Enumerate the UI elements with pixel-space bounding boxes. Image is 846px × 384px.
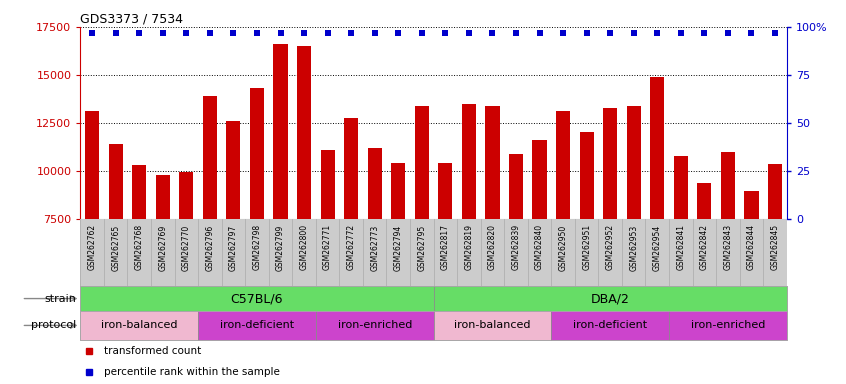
Bar (80, 286, 434, 311)
Bar (434, 286, 787, 311)
Text: GSM262820: GSM262820 (488, 224, 497, 270)
Text: GSM262843: GSM262843 (723, 224, 733, 270)
Bar (651, 77, 664, 363)
Text: iron-enriched: iron-enriched (338, 320, 412, 331)
Text: GSM262771: GSM262771 (323, 224, 332, 270)
Text: GSM262772: GSM262772 (347, 224, 355, 270)
Text: C57BL/6: C57BL/6 (231, 292, 283, 305)
Text: GSM262954: GSM262954 (653, 224, 662, 270)
Text: GSM262819: GSM262819 (464, 224, 474, 270)
Bar (580, 132, 594, 363)
Bar (673, 156, 688, 363)
Text: protocol: protocol (31, 320, 76, 331)
Bar (368, 148, 382, 363)
Text: GSM262768: GSM262768 (135, 224, 144, 270)
Text: iron-deficient: iron-deficient (573, 320, 647, 331)
Text: GSM262951: GSM262951 (582, 224, 591, 270)
Bar (198, 311, 316, 340)
Bar (344, 118, 358, 363)
Bar (509, 154, 523, 363)
Bar (316, 311, 434, 340)
Text: GSM262800: GSM262800 (299, 224, 309, 270)
Text: GSM262840: GSM262840 (535, 224, 544, 270)
Text: GSM262773: GSM262773 (371, 224, 379, 270)
Bar (627, 106, 640, 363)
Text: GSM262845: GSM262845 (771, 224, 779, 270)
Text: GSM262950: GSM262950 (558, 224, 568, 270)
Text: GSM262953: GSM262953 (629, 224, 638, 270)
Bar (132, 165, 146, 363)
Bar (438, 163, 453, 363)
Text: strain: strain (44, 293, 76, 304)
Bar (203, 96, 217, 363)
Bar (744, 191, 759, 363)
Bar (297, 46, 311, 363)
Text: GSM262769: GSM262769 (158, 224, 168, 270)
Bar (434, 311, 552, 340)
Text: GSM262841: GSM262841 (676, 224, 685, 270)
Text: GSM262844: GSM262844 (747, 224, 756, 270)
Bar (697, 184, 711, 363)
Text: GSM262765: GSM262765 (111, 224, 120, 270)
Text: GSM262770: GSM262770 (182, 224, 191, 270)
Text: GSM262842: GSM262842 (700, 224, 709, 270)
Bar (669, 311, 787, 340)
Bar (179, 172, 194, 363)
Bar (462, 104, 476, 363)
Text: GSM262839: GSM262839 (512, 224, 520, 270)
Bar (768, 164, 782, 363)
Bar (556, 111, 570, 363)
Bar (391, 163, 405, 363)
Bar (227, 121, 240, 363)
Bar (250, 88, 264, 363)
Text: DBA/2: DBA/2 (591, 292, 629, 305)
Text: GSM262799: GSM262799 (276, 224, 285, 270)
Text: GSM262817: GSM262817 (441, 224, 450, 270)
Text: GSM262798: GSM262798 (252, 224, 261, 270)
Text: GSM262952: GSM262952 (606, 224, 615, 270)
Bar (552, 311, 669, 340)
Bar (273, 44, 288, 363)
Bar (486, 106, 499, 363)
Bar (85, 111, 99, 363)
Text: iron-balanced: iron-balanced (454, 320, 530, 331)
Bar (80, 311, 198, 340)
Text: GSM262796: GSM262796 (206, 224, 214, 270)
Bar (721, 152, 735, 363)
Bar (415, 106, 429, 363)
Text: GDS3373 / 7534: GDS3373 / 7534 (80, 13, 184, 26)
Text: GSM262795: GSM262795 (417, 224, 426, 270)
Text: GSM262794: GSM262794 (393, 224, 403, 270)
Text: GSM262797: GSM262797 (229, 224, 238, 270)
Bar (156, 175, 170, 363)
Text: iron-deficient: iron-deficient (220, 320, 294, 331)
Text: iron-balanced: iron-balanced (101, 320, 178, 331)
Bar (603, 108, 618, 363)
Text: transformed count: transformed count (104, 346, 201, 356)
Bar (108, 144, 123, 363)
Text: percentile rank within the sample: percentile rank within the sample (104, 367, 280, 377)
Bar (321, 150, 335, 363)
Text: iron-enriched: iron-enriched (690, 320, 765, 331)
Text: GSM262762: GSM262762 (88, 224, 96, 270)
Bar (532, 140, 547, 363)
